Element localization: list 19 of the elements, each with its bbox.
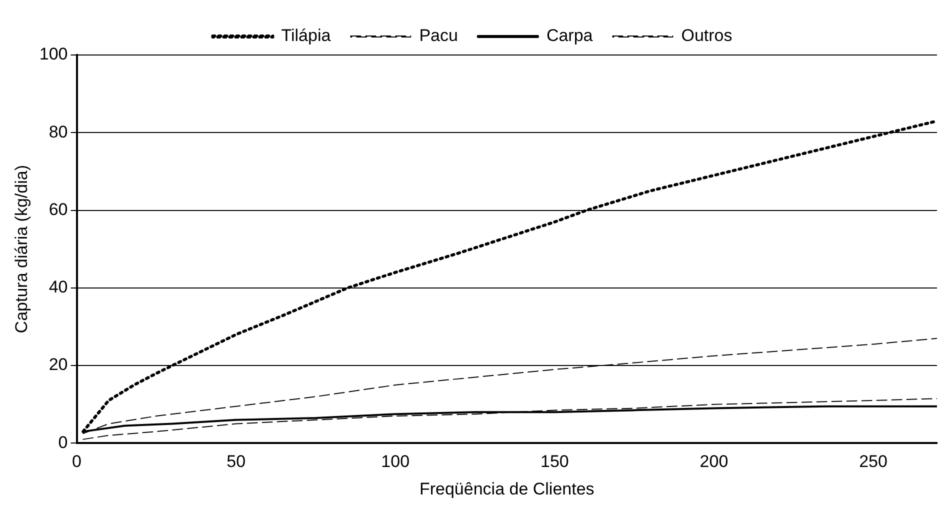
y-axis-title: Captura diária (kg/dia) xyxy=(12,165,31,334)
x-tick-label: 200 xyxy=(700,452,728,472)
x-tick-label: 100 xyxy=(381,452,410,472)
legend-label: Pacu xyxy=(419,26,458,46)
x-tick-label: 150 xyxy=(540,452,569,472)
legend-label: Outros xyxy=(681,26,732,46)
legend-label: Carpa xyxy=(546,26,594,46)
x-axis-title: Freqüência de Clientes xyxy=(419,479,594,498)
y-tick-label: 0 xyxy=(58,432,68,452)
x-tick-label: 50 xyxy=(226,452,246,472)
y-tick-label: 80 xyxy=(48,122,68,142)
x-tick-label: 0 xyxy=(72,452,82,472)
y-tick-label: 60 xyxy=(48,200,68,219)
y-tick-label: 100 xyxy=(39,44,68,64)
y-tick-label: 20 xyxy=(48,355,68,374)
line-series xyxy=(82,398,937,440)
y-tick-label: 40 xyxy=(48,278,68,297)
legend-label: Tilápia xyxy=(281,26,332,46)
x-tick-label: 250 xyxy=(859,452,888,472)
